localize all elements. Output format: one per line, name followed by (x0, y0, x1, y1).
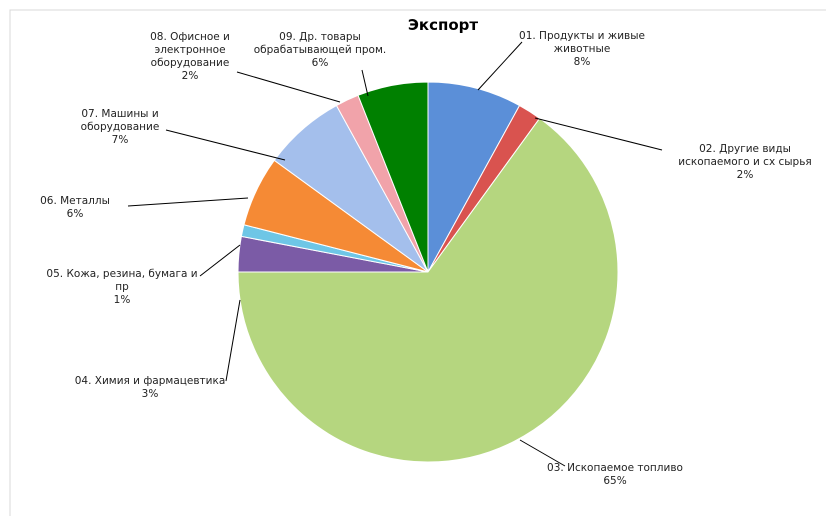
leader-line (199, 244, 241, 277)
category-name: 06. Металлы (40, 195, 110, 207)
percent-label: 65% (603, 475, 627, 487)
frame (9, 9, 826, 516)
category-name: 09. Др. товары обрабатывающей пром. (253, 31, 387, 56)
data-label: 04. Химия и фармацевтика 3% (70, 375, 230, 401)
category-name: 01. Продукты и живые животные (519, 30, 645, 55)
data-label: 01. Продукты и живые животные 8% (517, 30, 647, 69)
pie-slice (427, 81, 521, 273)
data-label: 05. Кожа, резина, бумага и пр 1% (42, 268, 202, 307)
percent-label: 3% (141, 388, 159, 400)
category-name: 07. Машины и оборудование (80, 108, 160, 133)
leader-line (127, 197, 249, 207)
data-label: 03. Ископаемое топливо 65% (540, 462, 690, 488)
percent-label: 6% (66, 208, 84, 220)
leader-line (236, 71, 341, 103)
leader-line (165, 129, 286, 161)
leader-line (534, 117, 663, 151)
pie-slice (357, 81, 429, 273)
category-name: 04. Химия и фармацевтика (74, 375, 226, 387)
category-name: 03. Ископаемое топливо (547, 462, 683, 474)
data-label: 09. Др. товары обрабатывающей пром. 6% (250, 31, 390, 70)
percent-label: 6% (311, 57, 329, 69)
category-name: 05. Кожа, резина, бумага и пр (46, 268, 198, 293)
leader-line (225, 299, 241, 382)
percent-label: 2% (736, 169, 754, 181)
chart-title: Экспорт (407, 16, 479, 34)
data-label: 02. Другие виды ископаемого и сх сырья 2% (670, 143, 820, 182)
percent-label: 2% (181, 70, 199, 82)
leader-line (477, 41, 523, 91)
pie-slice (237, 117, 619, 463)
leader-line (519, 439, 566, 467)
leader-line (361, 69, 369, 97)
percent-label: 1% (113, 294, 131, 306)
percent-label: 7% (111, 134, 129, 146)
data-label: 06. Металлы 6% (20, 195, 130, 221)
data-label: 07. Машины и оборудование 7% (70, 108, 170, 147)
percent-label: 8% (573, 56, 591, 68)
category-name: 08. Офисное и электронное оборудование (150, 31, 230, 69)
data-label: 08. Офисное и электронное оборудование 2% (140, 31, 240, 83)
category-name: 02. Другие виды ископаемого и сх сырья (678, 143, 812, 168)
